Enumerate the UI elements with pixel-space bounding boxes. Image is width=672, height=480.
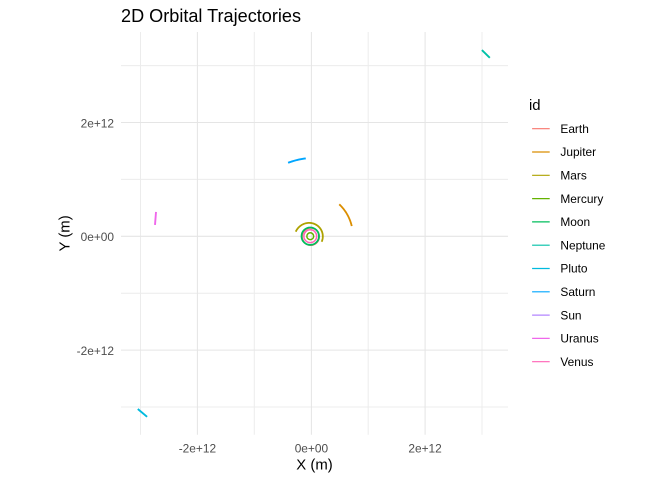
svg-text:Neptune: Neptune bbox=[560, 238, 605, 252]
svg-text:id: id bbox=[529, 98, 541, 114]
svg-text:0e+00: 0e+00 bbox=[295, 441, 329, 455]
svg-text:Mars: Mars bbox=[560, 169, 586, 183]
svg-text:Saturn: Saturn bbox=[560, 285, 595, 299]
svg-text:2e+12: 2e+12 bbox=[81, 116, 115, 130]
svg-text:2D Orbital Trajectories: 2D Orbital Trajectories bbox=[121, 6, 301, 26]
svg-text:Venus: Venus bbox=[560, 355, 593, 369]
svg-text:Y (m): Y (m) bbox=[58, 215, 74, 251]
svg-text:Moon: Moon bbox=[560, 215, 590, 229]
svg-text:Earth: Earth bbox=[560, 122, 588, 136]
svg-text:Jupiter: Jupiter bbox=[560, 145, 596, 159]
svg-text:-2e+12: -2e+12 bbox=[77, 344, 115, 358]
svg-text:0e+00: 0e+00 bbox=[81, 230, 115, 244]
svg-text:-2e+12: -2e+12 bbox=[179, 441, 217, 455]
svg-text:Mercury: Mercury bbox=[560, 192, 603, 206]
svg-text:Sun: Sun bbox=[560, 308, 581, 322]
svg-text:X (m): X (m) bbox=[296, 458, 332, 474]
svg-text:Uranus: Uranus bbox=[560, 332, 598, 346]
svg-text:2e+12: 2e+12 bbox=[408, 441, 442, 455]
svg-text:Pluto: Pluto bbox=[560, 262, 587, 276]
